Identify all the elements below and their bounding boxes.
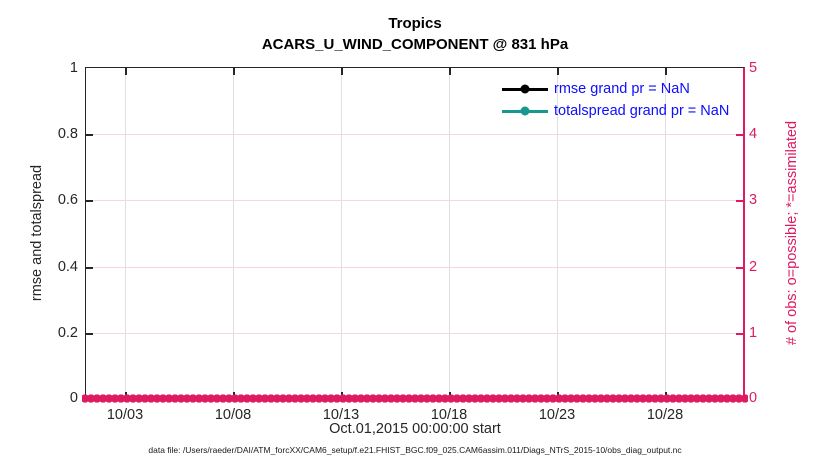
y-tick-label-left: 0 [69, 390, 78, 406]
y-tick-left [86, 134, 93, 136]
x-tick-label: 10/13 [322, 407, 360, 423]
y-tick-right [736, 134, 743, 136]
y-tick-label-right: 1 [749, 325, 758, 341]
x-tick-top [341, 68, 343, 75]
x-tick-top [665, 68, 667, 75]
x-gridline [449, 68, 450, 399]
x-tick-top [125, 68, 127, 75]
y-tick-label-right: 5 [749, 60, 758, 76]
x-tick-top [233, 68, 235, 75]
chart-title: Tropics [388, 15, 442, 32]
chart-subtitle: ACARS_U_WIND_COMPONENT @ 831 hPa [261, 36, 569, 53]
y-gridline [86, 333, 743, 334]
y-gridline [86, 200, 743, 201]
x-tick-label: 10/03 [106, 407, 144, 423]
data-file-path: data file: /Users/raeder/DAI/ATM_forcXX/… [148, 445, 682, 455]
x-tick-label: 10/18 [430, 407, 468, 423]
legend-label: rmse grand pr = NaN [554, 81, 690, 97]
x-tick-label: 10/23 [538, 407, 576, 423]
legend: rmse grand pr = NaN totalspread grand pr… [502, 78, 729, 122]
x-axis-label: Oct.01,2015 00:00:00 start [329, 421, 501, 437]
x-gridline [557, 68, 558, 399]
y-tick-label-left: 0.6 [57, 192, 78, 208]
x-tick-top [449, 68, 451, 75]
y-gridline [86, 134, 743, 135]
title-block: Tropics ACARS_U_WIND_COMPONENT @ 831 hPa [85, 13, 745, 55]
obs-count-marker-band [82, 393, 748, 404]
y-tick-label-right: 2 [749, 259, 758, 275]
y-tick-left [86, 200, 93, 202]
x-gridline [125, 68, 126, 399]
x-tick-label: 10/28 [646, 407, 684, 423]
y-tick-left [86, 333, 93, 335]
x-gridline [233, 68, 234, 399]
totalspread-line-marker-sample [502, 109, 548, 113]
y-tick-right [736, 267, 743, 269]
y-gridline [86, 267, 743, 268]
y-tick-right [736, 333, 743, 335]
x-tick-top [557, 68, 559, 75]
x-gridline [341, 68, 342, 399]
legend-item-rmse: rmse grand pr = NaN [502, 78, 729, 100]
y-tick-label-right: 4 [749, 126, 758, 142]
x-tick-label: 10/08 [214, 407, 252, 423]
y-axis-label-right: # of obs: o=possible; *=assimilated [784, 120, 800, 346]
y-tick-label-left: 0.2 [57, 325, 78, 341]
legend-item-totalspread: totalspread grand pr = NaN [502, 100, 729, 122]
rmse-line-marker-sample [502, 87, 548, 91]
y-tick-label-right: 0 [749, 390, 758, 406]
y-axis-label-left: rmse and totalspread [29, 164, 45, 302]
y-tick-right [736, 200, 743, 202]
y-tick-label-left: 0.4 [57, 259, 78, 275]
y-tick-label-left: 0.8 [57, 126, 78, 142]
x-gridline [665, 68, 666, 399]
plot-area: 10/03 10/08 10/13 10/18 10/23 10/28 1 0.… [58, 60, 757, 423]
y-tick-left [86, 267, 93, 269]
y-tick-label-right: 3 [749, 192, 758, 208]
legend-label: totalspread grand pr = NaN [554, 103, 730, 119]
y-tick-label-left: 1 [69, 60, 78, 76]
